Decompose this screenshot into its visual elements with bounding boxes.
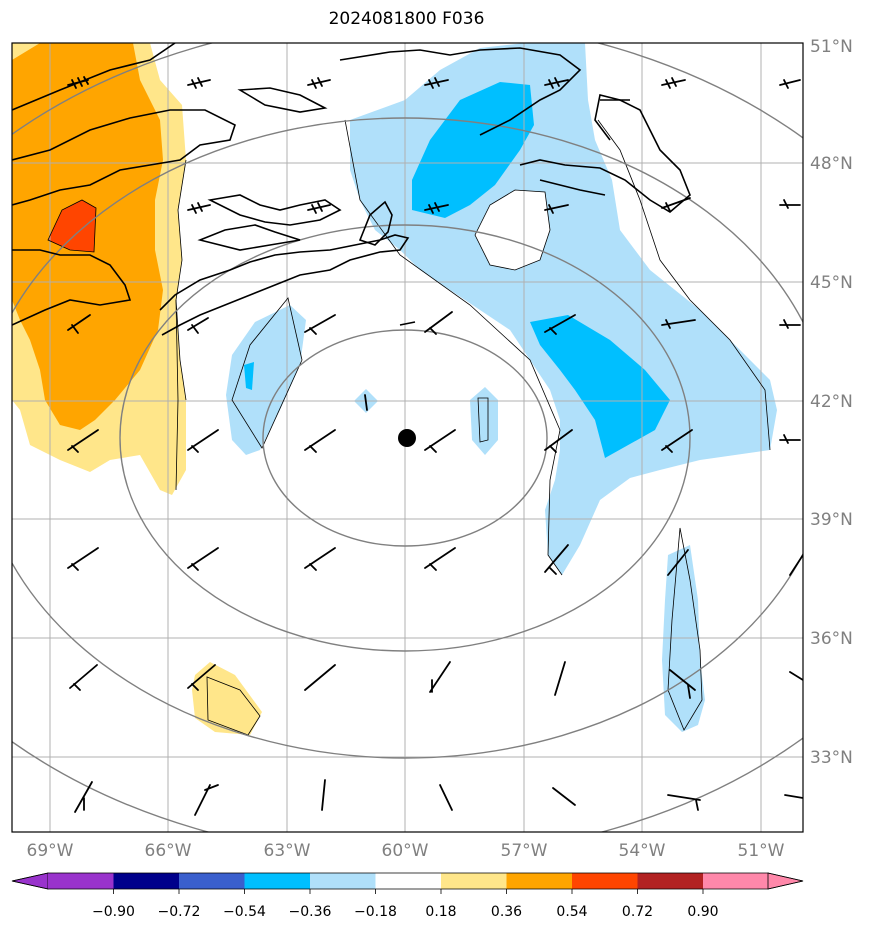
lat-label-36: 36°N — [810, 629, 853, 649]
lon-label-63w: 63°W — [264, 841, 311, 861]
colorbar: −0.90 −0.72 −0.54 −0.36 −0.18 0.18 0.36 … — [11, 872, 804, 920]
colorbar-bin-6 — [375, 873, 441, 889]
lat-label-51: 51°N — [810, 37, 853, 57]
colorbar-bin-3 — [179, 873, 245, 889]
lon-label-69w: 69°W — [27, 841, 74, 861]
colorbar-label-8: 0.54 — [556, 904, 587, 920]
colorbar-bin-4 — [244, 873, 310, 889]
lon-label-57w: 57°W — [501, 841, 548, 861]
lat-label-48: 48°N — [810, 154, 853, 174]
colorbar-outline — [11, 872, 804, 890]
negative-anomaly-medium-west — [244, 362, 254, 390]
colorbar-label-5: −0.18 — [354, 904, 397, 920]
coastlines — [12, 43, 691, 336]
map-title: 2024081800 F036 — [328, 9, 485, 29]
positive-anomaly-south — [192, 662, 262, 735]
negative-anomaly-light-ne — [350, 43, 777, 575]
filled-contours — [12, 43, 777, 735]
colorbar-bin-5 — [310, 873, 376, 889]
colorbar-label-6: 0.18 — [425, 904, 456, 920]
colorbar-bin-11 — [703, 873, 768, 889]
negative-anomaly-small-b — [470, 387, 498, 455]
colorbar-bin-9 — [572, 873, 638, 889]
lat-labels: 51°N 48°N 45°N 42°N 39°N 36°N 33°N — [810, 37, 853, 768]
map-frame — [11, 42, 804, 833]
wind-barbs — [67, 76, 803, 816]
storm-center-marker — [398, 429, 416, 447]
colorbar-bin-10 — [637, 873, 703, 889]
lon-label-66w: 66°W — [145, 841, 192, 861]
range-rings — [12, 43, 803, 832]
contour-lines — [47, 119, 771, 736]
negative-anomaly-light-west — [226, 305, 306, 455]
negative-anomaly-medium-east — [530, 315, 670, 458]
lon-label-54w: 54°W — [619, 841, 666, 861]
colorbar-bin-8 — [506, 873, 572, 889]
lat-label-33: 33°N — [810, 748, 853, 768]
negative-anomaly-medium-ne — [412, 82, 534, 218]
colorbar-bin-7 — [441, 873, 507, 889]
neutral-hole — [475, 190, 550, 270]
lat-label-39: 39°N — [810, 510, 853, 530]
colorbar-label-10: 0.90 — [687, 904, 718, 920]
lon-labels: 69°W 66°W 63°W 60°W 57°W 54°W 51°W — [27, 841, 785, 861]
colorbar-label-4: −0.36 — [289, 904, 332, 920]
colorbar-label-1: −0.90 — [92, 904, 135, 920]
lat-label-42: 42°N — [810, 392, 853, 412]
colorbar-over-arrow — [767, 872, 804, 890]
colorbar-label-9: 0.72 — [622, 904, 653, 920]
colorbar-label-7: 0.36 — [491, 904, 522, 920]
positive-anomaly-strong — [48, 200, 96, 252]
colorbar-bin-2 — [113, 873, 179, 889]
colorbar-bin-1 — [48, 873, 114, 889]
lon-label-51w: 51°W — [738, 841, 785, 861]
colorbar-label-2: −0.72 — [158, 904, 201, 920]
colorbar-ticks — [113, 889, 704, 894]
lon-label-60w: 60°W — [382, 841, 429, 861]
colorbar-under-arrow — [11, 872, 49, 890]
lat-label-45: 45°N — [810, 273, 853, 293]
colorbar-label-3: −0.54 — [223, 904, 266, 920]
